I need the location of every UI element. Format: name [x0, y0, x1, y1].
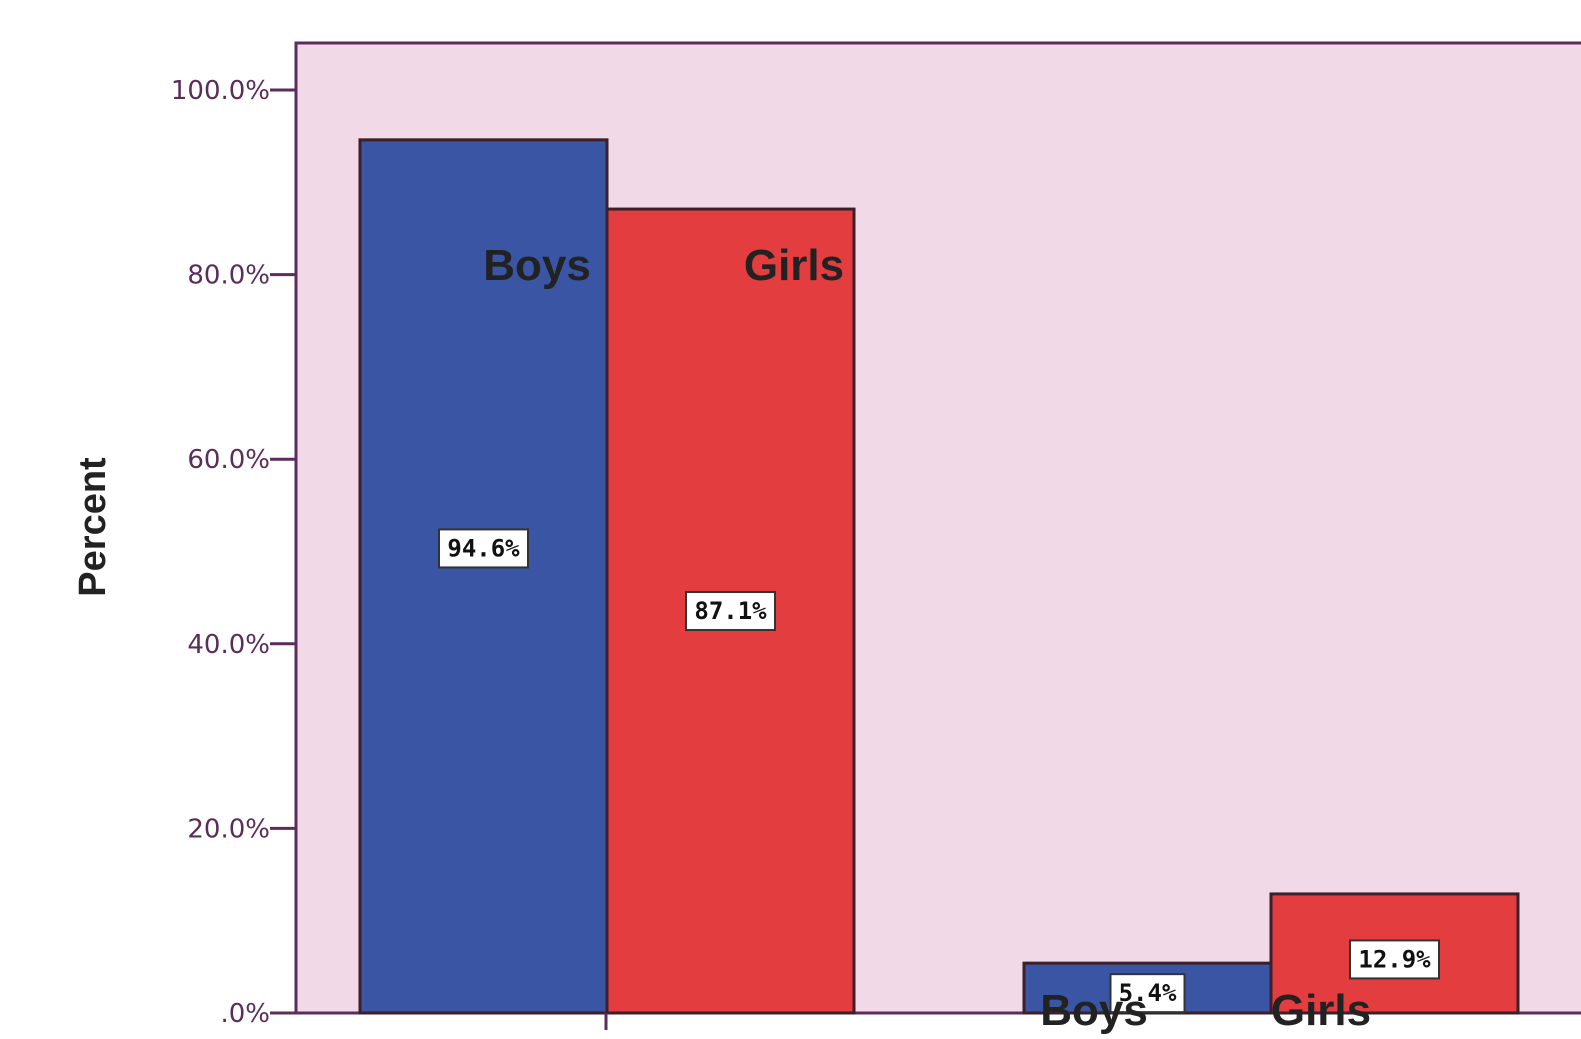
data-label-box [1109, 973, 1186, 1014]
y-tick-label: 100.0% [171, 76, 270, 106]
y-tick-label: .0% [220, 999, 270, 1029]
bar-name-label: Boys [483, 241, 591, 290]
data-label-box [685, 591, 776, 632]
y-tick-label: 60.0% [187, 445, 270, 475]
y-tick-label: 40.0% [187, 630, 270, 660]
data-label-box [1349, 939, 1440, 980]
data-label-box [438, 528, 529, 569]
bar-name-label: Boys [1040, 986, 1148, 1035]
y-tick-label: 20.0% [187, 814, 270, 844]
y-axis-title: Percent [72, 457, 114, 597]
data-label: 87.1% [694, 597, 767, 625]
y-axis: .0% 20.0% 40.0% 60.0% 80.0% 100.0% [171, 43, 608, 1030]
data-label: 94.6% [447, 534, 520, 562]
data-label: 5.4% [1119, 979, 1177, 1007]
bar-boys [358, 138, 609, 1015]
bar-name-label: Girls [744, 241, 844, 290]
data-label: 12.9% [1358, 945, 1431, 973]
y-tick-label: 80.0% [187, 261, 270, 291]
bar-name-label: Girls [1271, 986, 1371, 1035]
